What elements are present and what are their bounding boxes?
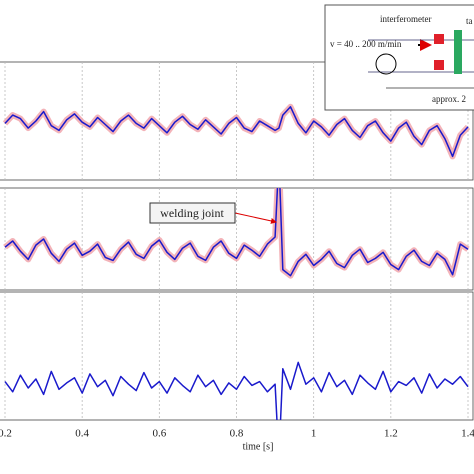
x-tick-label: 0.8 bbox=[230, 428, 244, 440]
panel bbox=[0, 291, 474, 421]
x-tick-label: 0.4 bbox=[75, 428, 89, 440]
panel: welding joint bbox=[0, 187, 474, 291]
x-tick-label: 1 bbox=[311, 428, 317, 440]
panel-frame bbox=[0, 291, 474, 421]
inset-label: ta bbox=[466, 16, 473, 26]
x-tick-label: 0.6 bbox=[152, 428, 166, 440]
series-line bbox=[4, 361, 469, 420]
annotation: welding joint bbox=[160, 206, 224, 220]
panel bbox=[0, 61, 474, 181]
series-line bbox=[4, 188, 469, 277]
x-tick-label: 1.4 bbox=[461, 428, 474, 440]
panel-frame bbox=[0, 187, 474, 291]
inset-diagram: interferometer ta v = 40 .. 200 m/min ap… bbox=[324, 4, 474, 111]
series-line bbox=[4, 106, 469, 158]
inset-label: interferometer bbox=[380, 14, 431, 24]
annotation-box bbox=[149, 202, 236, 224]
annotation-arrow bbox=[234, 212, 277, 224]
plot-area bbox=[2, 103, 471, 160]
x-tick-label: 0.2 bbox=[0, 428, 12, 440]
x-axis-label: time [s] bbox=[243, 441, 274, 452]
panel-frame bbox=[0, 61, 474, 181]
inset-label: v = 40 .. 200 m/min bbox=[330, 39, 402, 49]
plot-area bbox=[3, 188, 470, 279]
x-tick-label: 1.2 bbox=[384, 428, 398, 440]
plot-area bbox=[4, 361, 469, 420]
inset-label: approx. 2 bbox=[432, 94, 466, 104]
